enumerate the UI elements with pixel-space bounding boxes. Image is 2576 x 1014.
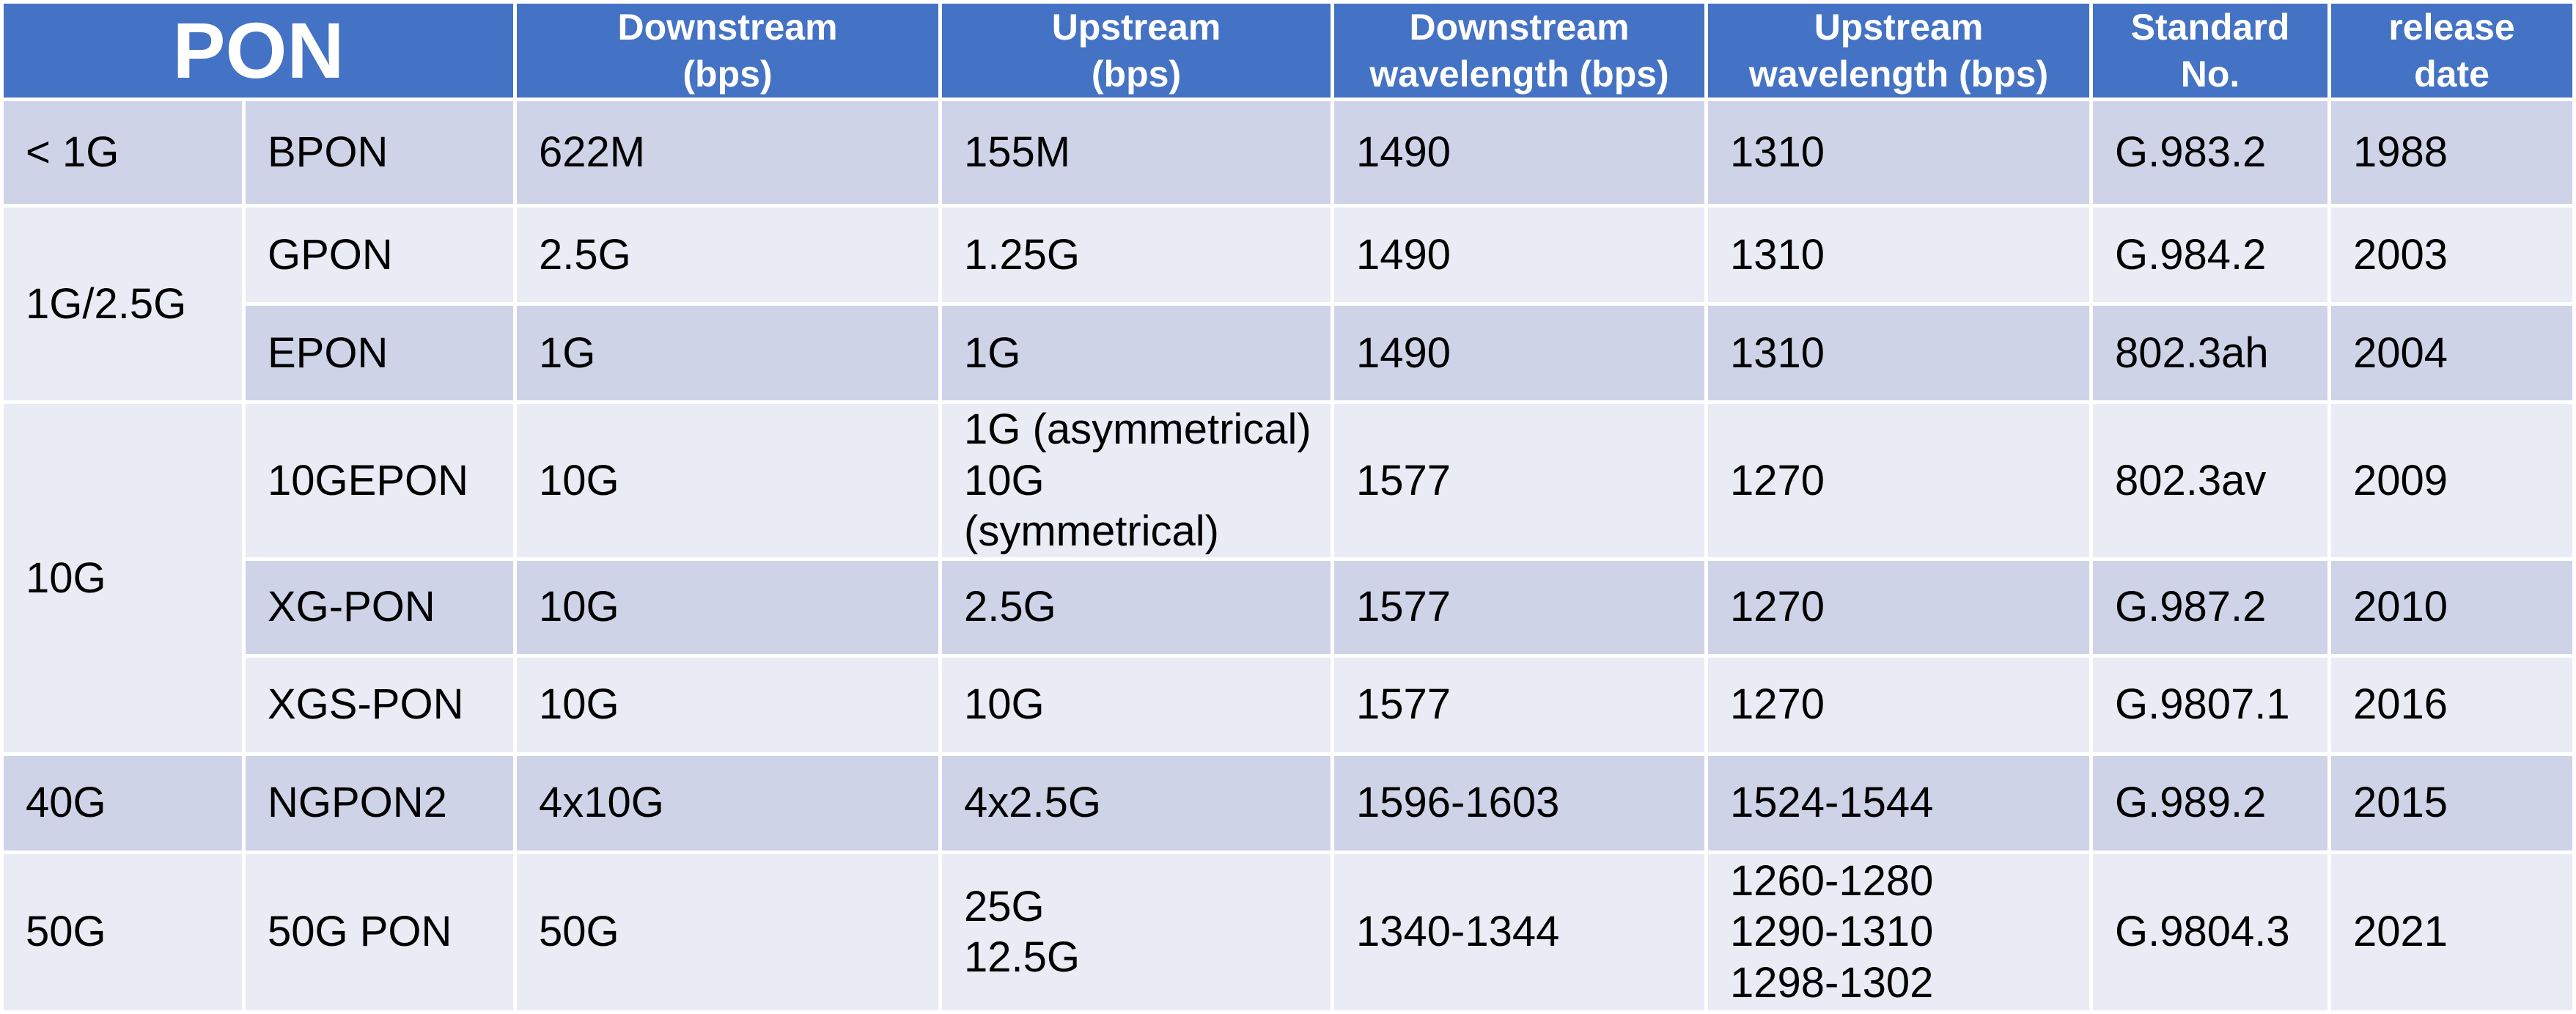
cell-downstream: 2.5G	[517, 207, 939, 302]
cell-downstream-wavelength: 1596-1603	[1334, 755, 1705, 850]
cell-standard-no: G.984.2	[2093, 207, 2328, 302]
cell-upstream: 25G 12.5G	[942, 853, 1331, 1010]
table-row-50gpon: 50G 50G PON 50G 25G 12.5G 1340-1344 1260…	[4, 853, 2573, 1010]
cell-downstream: 1G	[517, 306, 939, 400]
column-header-upstream: Upstream (bps)	[942, 4, 1331, 98]
cell-upstream: 155M	[942, 101, 1331, 204]
cell-pon-type: GPON	[246, 207, 514, 302]
cell-pon-type: NGPON2	[246, 755, 514, 850]
table-row-epon: EPON 1G 1G 1490 1310 802.3ah 2004	[4, 306, 2573, 400]
cell-upstream-wavelength: 1310	[1708, 306, 2090, 400]
cell-pon-type: EPON	[246, 306, 514, 400]
column-header-release-date: release date	[2331, 4, 2573, 98]
cell-release-date: 2009	[2331, 404, 2573, 557]
table-row-xgspon: XGS-PON 10G 10G 1577 1270 G.9807.1 2016	[4, 657, 2573, 752]
cell-standard-no: G.989.2	[2093, 755, 2328, 850]
cell-release-date: 2003	[2331, 207, 2573, 302]
cell-upstream-wavelength: 1310	[1708, 207, 2090, 302]
cell-upstream-wavelength: 1524-1544	[1708, 755, 2090, 850]
table-row-bpon: < 1G BPON 622M 155M 1490 1310 G.983.2 19…	[4, 101, 2573, 204]
cell-upstream-wavelength: 1270	[1708, 560, 2090, 654]
cell-upstream: 4x2.5G	[942, 755, 1331, 850]
cell-release-date: 2021	[2331, 853, 2573, 1010]
cell-upstream-wavelength: 1310	[1708, 101, 2090, 204]
cell-downstream: 50G	[517, 853, 939, 1010]
cell-downstream: 622M	[517, 101, 939, 204]
cell-upstream-wavelength: 1260-1280 1290-1310 1298-1302	[1708, 853, 2090, 1010]
table-row-xgpon: XG-PON 10G 2.5G 1577 1270 G.987.2 2010	[4, 560, 2573, 654]
cell-release-date: 2015	[2331, 755, 2573, 850]
header-cell-pon-title: PON	[4, 4, 514, 98]
cell-downstream-wavelength: 1490	[1334, 306, 1705, 400]
cell-generation: 50G	[4, 853, 242, 1010]
cell-generation: 10G	[4, 404, 242, 752]
cell-standard-no: G.9804.3	[2093, 853, 2328, 1010]
cell-downstream-wavelength: 1577	[1334, 560, 1705, 654]
cell-downstream-wavelength: 1490	[1334, 207, 1705, 302]
cell-release-date: 2016	[2331, 657, 2573, 752]
cell-release-date: 1988	[2331, 101, 2573, 204]
column-header-downstream: Downstream (bps)	[517, 4, 939, 98]
cell-downstream-wavelength: 1490	[1334, 101, 1705, 204]
table-row-ngpon2: 40G NGPON2 4x10G 4x2.5G 1596-1603 1524-1…	[4, 755, 2573, 850]
cell-generation: 1G/2.5G	[4, 207, 242, 400]
cell-upstream-wavelength: 1270	[1708, 404, 2090, 557]
column-header-downstream-wavelength: Downstream wavelength (bps)	[1334, 4, 1705, 98]
cell-downstream: 10G	[517, 657, 939, 752]
cell-upstream: 10G	[942, 657, 1331, 752]
column-header-upstream-wavelength: Upstream wavelength (bps)	[1708, 4, 2090, 98]
cell-standard-no: 802.3ah	[2093, 306, 2328, 400]
cell-upstream: 1G	[942, 306, 1331, 400]
cell-downstream: 10G	[517, 404, 939, 557]
cell-standard-no: G.9807.1	[2093, 657, 2328, 752]
cell-release-date: 2004	[2331, 306, 2573, 400]
cell-upstream: 1G (asymmetrical) 10G (symmetrical)	[942, 404, 1331, 557]
cell-pon-type: 50G PON	[246, 853, 514, 1010]
cell-generation: < 1G	[4, 101, 242, 204]
cell-generation: 40G	[4, 755, 242, 850]
cell-pon-type: XGS-PON	[246, 657, 514, 752]
cell-standard-no: G.987.2	[2093, 560, 2328, 654]
cell-standard-no: 802.3av	[2093, 404, 2328, 557]
cell-upstream: 2.5G	[942, 560, 1331, 654]
cell-upstream-wavelength: 1270	[1708, 657, 2090, 752]
table-row-gpon: 1G/2.5G GPON 2.5G 1.25G 1490 1310 G.984.…	[4, 207, 2573, 400]
cell-downstream-wavelength: 1340-1344	[1334, 853, 1705, 1010]
cell-standard-no: G.983.2	[2093, 101, 2328, 204]
cell-downstream: 10G	[517, 560, 939, 654]
cell-pon-type: 10GEPON	[246, 404, 514, 557]
cell-upstream: 1.25G	[942, 207, 1331, 302]
cell-downstream-wavelength: 1577	[1334, 404, 1705, 557]
cell-pon-type: XG-PON	[246, 560, 514, 654]
column-header-standard-no: Standard No.	[2093, 4, 2328, 98]
cell-downstream: 4x10G	[517, 755, 939, 850]
cell-downstream-wavelength: 1577	[1334, 657, 1705, 752]
cell-release-date: 2010	[2331, 560, 2573, 654]
header-row: PON Downstream (bps) Upstream (bps) Down…	[4, 4, 2573, 98]
table-row-10gepon: 10G 10GEPON 10G 1G (asymmetrical) 10G (s…	[4, 404, 2573, 752]
cell-pon-type: BPON	[246, 101, 514, 204]
